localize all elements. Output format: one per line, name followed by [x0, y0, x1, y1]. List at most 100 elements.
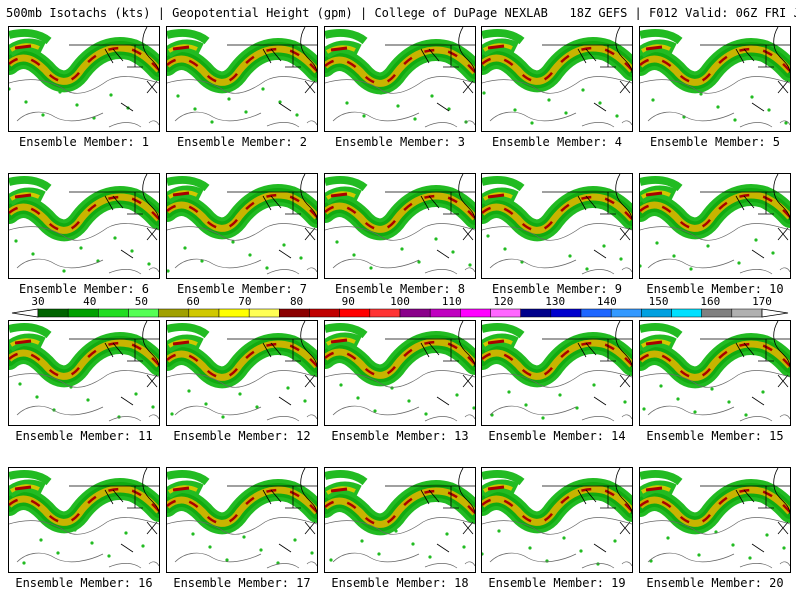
jet-stream-isotachs: [482, 323, 632, 420]
map-outline: [69, 468, 159, 553]
ensemble-member-map: [8, 173, 160, 279]
map-outline: [227, 174, 317, 259]
forecast-map-image: [482, 468, 632, 569]
ensemble-member-map: [481, 320, 633, 426]
legend-tick-label: 30: [31, 295, 45, 308]
forecast-map-image: [640, 468, 790, 569]
legend-swatch: [248, 308, 280, 318]
ensemble-member-map: [166, 173, 318, 279]
legend-right-arrow: [761, 308, 789, 318]
legend-swatch: [610, 308, 642, 318]
map-outline: [385, 468, 475, 553]
forecast-map-image: [9, 321, 159, 422]
legend-swatch: [731, 308, 763, 318]
legend-tick-label: 40: [83, 295, 97, 308]
ensemble-member-map: [324, 26, 476, 132]
map-outline: [385, 174, 475, 259]
ensemble-member-label: Ensemble Member: 4: [491, 135, 623, 149]
geopotential-height-contours: [325, 223, 475, 275]
forecast-map-image: [9, 27, 159, 128]
legend-swatch: [399, 308, 431, 318]
jet-stream-isotachs: [167, 470, 317, 565]
ensemble-member-map: [639, 320, 791, 426]
geopotential-height-contours: [167, 76, 317, 128]
ensemble-member-label: Ensemble Member: 11: [15, 429, 153, 443]
legend-swatch: [580, 308, 612, 318]
forecast-map-image: [167, 468, 317, 569]
legend-swatch: [490, 308, 521, 318]
ensemble-member-map: [166, 320, 318, 426]
forecast-map-image: [167, 27, 317, 128]
ensemble-member-label: Ensemble Member: 10: [646, 282, 784, 296]
legend-swatch: [158, 308, 190, 318]
ensemble-member-label: Ensemble Member: 5: [649, 135, 781, 149]
ensemble-member-label: Ensemble Member: 14: [488, 429, 626, 443]
forecast-map-image: [640, 321, 790, 422]
jet-stream-isotachs: [167, 323, 317, 419]
map-outline: [227, 321, 317, 406]
legend-tick-label: 50: [134, 295, 149, 308]
ensemble-member-label: Ensemble Member: 20: [646, 576, 784, 590]
ensemble-member-map: [481, 467, 633, 573]
ensemble-member-map: [639, 26, 791, 132]
geopotential-height-contours: [325, 370, 475, 422]
map-outline: [542, 27, 632, 112]
jet-stream-isotachs: [325, 470, 475, 562]
legend-swatch: [520, 308, 552, 318]
legend-color-bar: [11, 308, 789, 318]
forecast-map-image: [640, 27, 790, 128]
ensemble-member-map: [481, 26, 633, 132]
legend-swatch: [218, 308, 250, 318]
geopotential-height-contours: [167, 370, 317, 422]
legend-tick-label: 130: [545, 295, 566, 308]
legend-swatch: [339, 308, 371, 318]
ensemble-member-map: [8, 467, 160, 573]
legend-swatch: [309, 308, 340, 318]
map-outline: [69, 174, 159, 259]
ensemble-member-label: Ensemble Member: 8: [334, 282, 466, 296]
ensemble-member-label: Ensemble Member: 7: [176, 282, 308, 296]
ensemble-member-label: Ensemble Member: 18: [331, 576, 469, 590]
ensemble-member-map: [166, 467, 318, 573]
ensemble-member-map: [324, 467, 476, 573]
geopotential-height-contours: [482, 370, 632, 422]
jet-stream-isotachs: [325, 323, 475, 416]
ensemble-member-label: Ensemble Member: 13: [331, 429, 469, 443]
legend-tick-label: 90: [341, 295, 355, 308]
forecast-map-image: [325, 468, 475, 569]
legend-swatch: [460, 308, 491, 318]
jet-stream-isotachs: [640, 29, 790, 125]
geopotential-height-contours: [640, 370, 790, 422]
legend-swatch: [279, 308, 310, 318]
geopotential-height-contours: [640, 76, 790, 128]
legend-swatch: [188, 308, 220, 318]
geopotential-height-contours: [482, 223, 632, 275]
ensemble-member-label: Ensemble Member: 19: [488, 576, 626, 590]
geopotential-height-contours: [167, 517, 317, 569]
geopotential-height-contours: [9, 517, 159, 569]
legend-swatch: [701, 308, 733, 318]
geopotential-height-contours: [9, 76, 159, 128]
jet-stream-isotachs: [9, 323, 159, 419]
ensemble-member-label: Ensemble Member: 9: [491, 282, 623, 296]
jet-stream-isotachs: [9, 470, 159, 565]
ensemble-member-label: Ensemble Member: 3: [334, 135, 466, 149]
legend-swatch: [641, 308, 672, 318]
legend-swatch: [550, 308, 582, 318]
geopotential-height-contours: [482, 76, 632, 128]
map-outline: [700, 468, 790, 553]
map-outline: [700, 321, 790, 406]
ensemble-member-map: [481, 173, 633, 279]
legend-tick-labels: 30 40 50 60 70 80 90 100 110 120 130 140 150 160 170: [0, 296, 800, 308]
map-outline: [227, 468, 317, 553]
jet-stream-isotachs: [482, 176, 632, 271]
ensemble-member-map: [639, 173, 791, 279]
jet-stream-isotachs: [640, 176, 790, 271]
legend-swatch: [67, 308, 99, 318]
map-outline: [542, 174, 632, 259]
legend-tick-label: 140: [596, 295, 617, 308]
ensemble-member-map: [639, 467, 791, 573]
ensemble-member-map: [166, 26, 318, 132]
map-outline: [385, 27, 475, 112]
ensemble-member-label: Ensemble Member: 1: [18, 135, 150, 149]
